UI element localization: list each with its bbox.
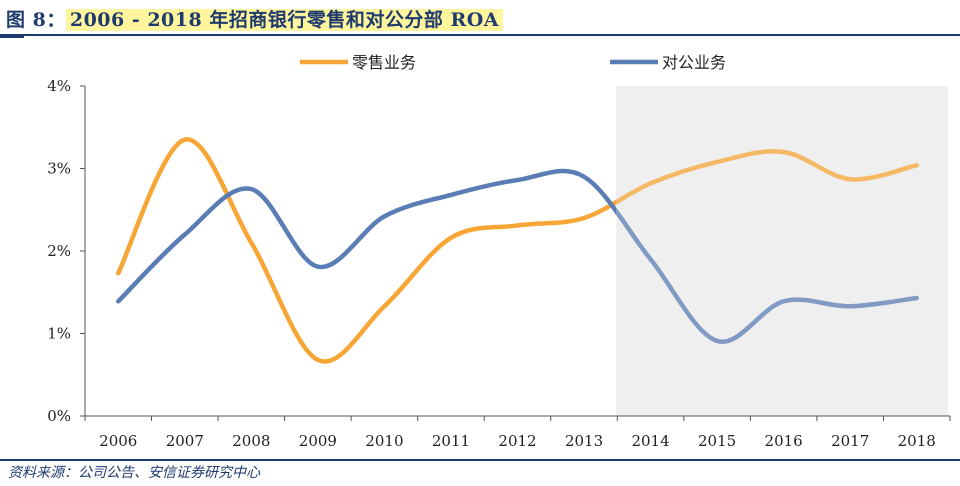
source-note: 资料来源：公司公告、安信证券研究中心: [8, 465, 260, 481]
figure-number: 图 8：: [6, 9, 66, 31]
x-tick-label: 2008: [232, 432, 270, 450]
title-bar: 图 8： 2006 - 2018 年招商银行零售和对公分部 ROA: [0, 0, 960, 40]
x-tick-label: 2014: [631, 432, 669, 450]
title-mark: [0, 34, 24, 38]
forecast-shade: [616, 86, 948, 416]
x-tick-label: 2009: [299, 432, 337, 450]
x-tick-label: 2016: [765, 432, 803, 450]
x-tick-label: 2018: [898, 432, 936, 450]
y-tick-label: 4%: [47, 77, 71, 95]
x-tick-label: 2010: [365, 432, 403, 450]
y-tick-label: 2%: [47, 242, 71, 260]
figure-title-text: 2006 - 2018 年招商银行零售和对公分部 ROA: [65, 9, 504, 31]
legend-label-2: 对公业务: [662, 53, 726, 72]
x-tick-label: 2013: [565, 432, 603, 450]
x-tick-label: 2015: [698, 432, 736, 450]
series-line-1-highlight: [616, 149, 919, 205]
title-rule: [0, 34, 960, 36]
y-tick-label: 1%: [47, 325, 71, 343]
figure-title: 图 8： 2006 - 2018 年招商银行零售和对公分部 ROA: [6, 5, 504, 32]
series-line-1: [116, 137, 617, 364]
series-line-2-highlight: [616, 207, 919, 344]
footer-rule: [0, 459, 960, 461]
x-tick-label: 2017: [831, 432, 869, 450]
x-tick-label: 2007: [166, 432, 204, 450]
y-tick-label: 0%: [47, 407, 71, 425]
y-tick-label: 3%: [47, 160, 71, 178]
series-line-2: [116, 168, 617, 304]
x-tick-label: 2006: [99, 432, 137, 450]
x-tick-label: 2012: [498, 432, 536, 450]
roa-line-chart: 0% 1% 2% 3% 4% 2006 2007 2008 2009 2010 2011 2012 20…: [47, 53, 951, 450]
x-tick-label: 2011: [432, 432, 470, 450]
legend-label-1: 零售业务: [352, 53, 416, 72]
